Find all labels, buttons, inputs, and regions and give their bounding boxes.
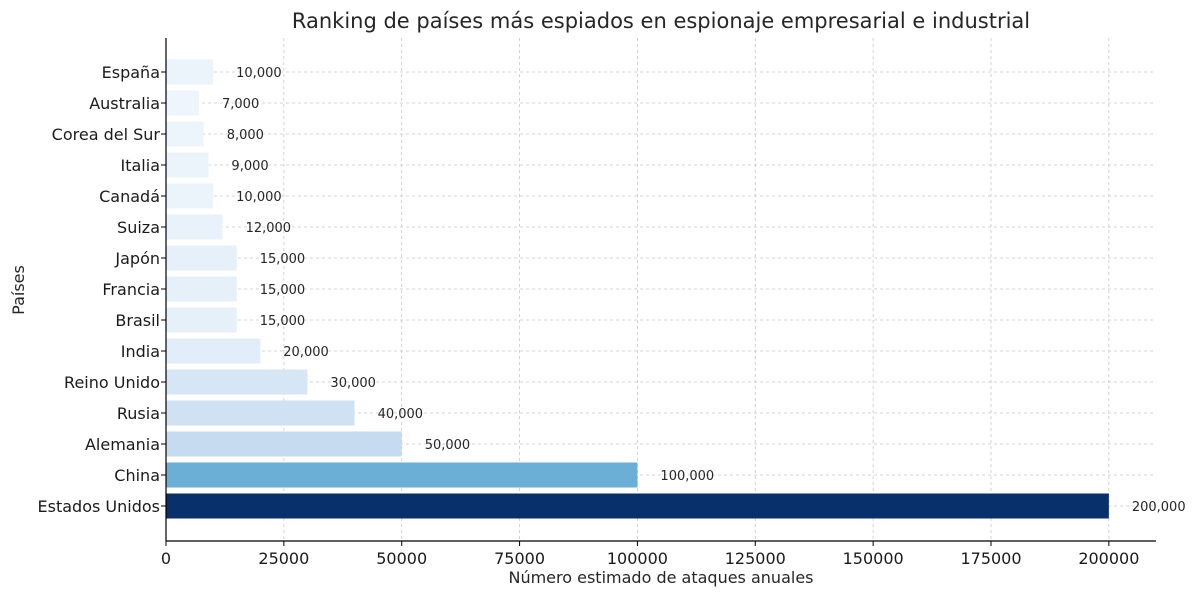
bar-value-label: 20,000: [283, 345, 329, 360]
bar-value-label: 10,000: [236, 190, 282, 205]
bar: [166, 276, 237, 302]
bar-value-label: 100,000: [660, 469, 714, 484]
y-tick-label: Suiza: [117, 218, 160, 237]
bar-value-label: 15,000: [260, 252, 306, 267]
y-tick-label: Corea del Sur: [52, 125, 161, 144]
y-tick-label: Italia: [121, 156, 161, 175]
bar: [166, 245, 237, 271]
bar-value-label: 10,000: [236, 66, 282, 81]
x-tick-label: 50000: [376, 549, 427, 568]
bar-value-label: 7,000: [222, 97, 259, 112]
x-axis-label: Número estimado de ataques anuales: [508, 568, 813, 587]
bar: [166, 307, 237, 333]
bars: [166, 59, 1109, 519]
bar: [166, 462, 638, 488]
grid: [165, 38, 1156, 541]
bar: [166, 369, 308, 395]
y-tick-label: Brasil: [115, 311, 160, 330]
data-labels: 200,000 100,000 50,000 40,000 30,000 20,000 15…: [222, 66, 1186, 515]
y-tick-label: Reino Unido: [64, 373, 160, 392]
bar: [166, 59, 214, 85]
y-tick-label: Estados Unidos: [38, 497, 160, 516]
bar-value-label: 40,000: [378, 407, 424, 422]
bar-value-label: 30,000: [330, 376, 376, 391]
bar-value-label: 9,000: [231, 159, 268, 174]
x-tick-label: 150000: [843, 549, 904, 568]
y-tick-label: Canadá: [99, 187, 160, 206]
bar: [166, 152, 209, 178]
y-tick-label: India: [121, 342, 160, 361]
bar: [166, 90, 199, 116]
bar-value-label: 15,000: [260, 314, 306, 329]
y-tick-label: Francia: [102, 280, 160, 299]
bar-value-label: 50,000: [425, 438, 471, 453]
x-axis-ticks: 0 25000 50000 75000 100000 125000 150000 175000…: [161, 541, 1139, 568]
y-tick-label: España: [102, 63, 160, 82]
bar: [166, 493, 1109, 519]
x-tick-label: 100000: [607, 549, 668, 568]
y-axis-ticks: Estados Unidos China Alemania Rusia Reino Un…: [38, 63, 166, 516]
bar-value-label: 8,000: [227, 128, 264, 143]
bar: [166, 431, 402, 457]
x-tick-label: 200000: [1078, 549, 1139, 568]
bar: [166, 121, 204, 147]
y-tick-label: Alemania: [85, 435, 160, 454]
y-axis-label: Países: [9, 265, 28, 315]
bar: [166, 338, 261, 364]
x-tick-label: 0: [161, 549, 171, 568]
x-tick-label: 75000: [494, 549, 545, 568]
bar-value-label: 15,000: [260, 283, 306, 298]
y-tick-label: Japón: [114, 249, 160, 268]
chart-title: Ranking de países más espiados en espion…: [292, 9, 1030, 33]
bar-value-label: 200,000: [1132, 500, 1186, 515]
y-tick-label: Rusia: [117, 404, 160, 423]
bar: [166, 183, 214, 209]
x-tick-label: 25000: [258, 549, 309, 568]
y-tick-label: China: [114, 466, 160, 485]
bar: [166, 214, 223, 240]
x-tick-label: 125000: [725, 549, 786, 568]
x-tick-label: 175000: [960, 549, 1021, 568]
bar-value-label: 12,000: [246, 221, 291, 236]
bar: [166, 400, 355, 426]
y-tick-label: Australia: [89, 94, 160, 113]
